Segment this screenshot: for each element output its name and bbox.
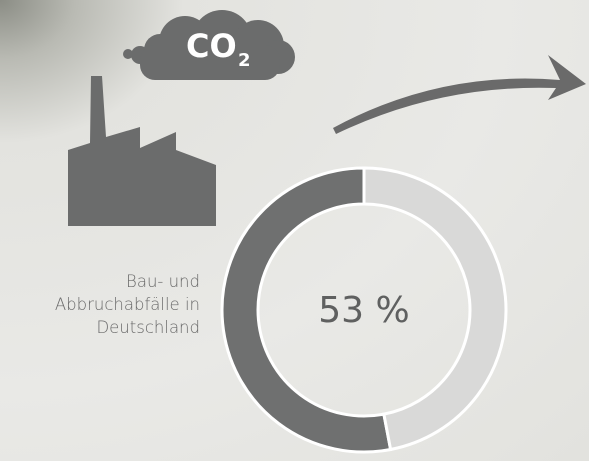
factory-icon	[68, 76, 216, 226]
co2-text: CO	[186, 27, 237, 65]
co2-subscript: 2	[238, 50, 251, 71]
segment-label: Bau- und Abbruchabfälle in Deutschland	[15, 270, 200, 339]
illustration: CO 2 53 %	[0, 0, 589, 461]
arrow	[333, 55, 586, 134]
infographic: CO 2 53 % Bau- und Abbruchabfälle in Deu…	[0, 0, 589, 461]
center-value-label: 53 %	[318, 290, 409, 331]
